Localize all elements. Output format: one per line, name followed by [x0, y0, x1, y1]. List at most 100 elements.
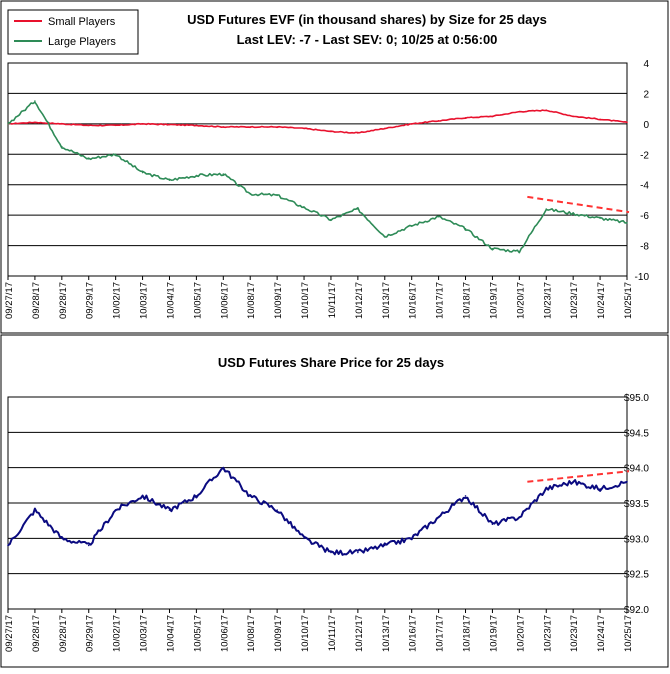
bottom-x-tick-label: 10/23/17: [569, 615, 580, 652]
bottom-x-tick-label: 10/09/17: [273, 615, 284, 652]
top-x-tick-label: 10/10/17: [300, 282, 311, 319]
bottom-x-tick-label: 10/11/17: [327, 615, 338, 651]
legend-label-small-players: Small Players: [48, 16, 116, 28]
top-data-point: [599, 118, 601, 121]
bottom-y-tick-label: $95.0: [624, 393, 649, 404]
bottom-x-tick-label: 10/12/17: [354, 615, 365, 652]
bottom-x-tick-label: 10/03/17: [139, 615, 150, 652]
top-chart-title-line1: USD Futures EVF (in thousand shares) by …: [187, 12, 547, 27]
top-data-point: [330, 218, 332, 221]
top-x-tick-label: 10/03/17: [139, 282, 150, 319]
top-data-point: [437, 215, 440, 218]
top-x-tick-label: 10/23/17: [569, 282, 580, 319]
bottom-x-tick-label: 09/28/17: [58, 615, 69, 652]
top-data-point: [464, 116, 467, 119]
bottom-data-point: [61, 537, 63, 540]
top-y-tick-label: -10: [635, 272, 650, 283]
bottom-data-point: [330, 551, 332, 554]
bottom-y-tick-label: $92.0: [624, 605, 649, 616]
bottom-x-tick-label: 10/08/17: [246, 615, 257, 652]
top-chart-legend: Small Players Large Players: [7, 9, 139, 55]
top-y-tick-label: -2: [640, 150, 649, 161]
top-data-point: [276, 194, 278, 197]
top-data-point: [34, 100, 36, 102]
top-y-tick-label: 2: [643, 89, 649, 100]
bottom-x-tick-label: 10/19/17: [488, 615, 499, 652]
top-x-tick-label: 10/11/17: [327, 282, 338, 318]
top-data-point: [195, 174, 198, 177]
top-y-tick-label: 4: [643, 59, 649, 70]
bottom-data-point: [518, 516, 521, 518]
bottom-data-point: [276, 509, 278, 511]
top-data-point: [303, 127, 305, 130]
top-y-tick-label: -8: [640, 242, 649, 253]
bottom-x-tick-label: 09/29/17: [85, 615, 96, 652]
bottom-y-tick-label: $94.5: [624, 428, 649, 439]
bottom-data-point: [626, 481, 628, 483]
bottom-chart-title: USD Futures Share Price for 25 days: [218, 355, 444, 370]
top-data-point: [518, 110, 521, 113]
top-data-point: [491, 247, 494, 250]
bottom-y-tick-label: $94.0: [624, 464, 649, 475]
top-y-tick-label: -6: [640, 211, 649, 222]
bottom-data-point: [545, 488, 548, 490]
top-x-tick-label: 10/18/17: [462, 282, 473, 319]
bottom-data-point: [464, 495, 467, 497]
top-data-point: [87, 124, 90, 127]
bottom-x-tick-label: 10/23/17: [542, 615, 553, 652]
bottom-x-tick-label: 10/24/17: [596, 615, 607, 652]
top-data-point: [222, 126, 225, 128]
bottom-y-tick-label: $92.5: [624, 570, 649, 581]
top-data-point: [599, 217, 601, 219]
top-data-point: [303, 206, 305, 209]
top-data-point: [141, 123, 144, 125]
bottom-x-tick-label: 10/06/17: [219, 615, 230, 652]
legend-label-large-players: Large Players: [48, 36, 116, 48]
bottom-data-point: [303, 537, 305, 540]
top-x-tick-label: 10/12/17: [354, 282, 365, 319]
legend-box: [7, 9, 139, 55]
top-plot-area: 4 2 0 -2 -4 -6 -8 -10 09/27/17 09/28/17 09/28/17 09…: [4, 59, 649, 319]
bottom-y-tick-label: $93.5: [624, 499, 649, 510]
top-data-point: [410, 224, 413, 227]
bottom-trend-line: [527, 470, 630, 483]
top-chart-frame: [0, 0, 669, 334]
top-data-point: [383, 235, 386, 238]
top-data-point: [168, 123, 171, 126]
top-data-point: [141, 171, 144, 174]
bottom-data-point: [7, 544, 9, 547]
top-x-tick-label: 09/28/17: [31, 282, 42, 319]
top-data-point: [545, 109, 548, 111]
top-x-tick-label: 10/02/17: [112, 282, 123, 319]
top-data-point: [249, 126, 252, 128]
top-series-line-small-players: [7, 109, 628, 134]
top-x-tick-label: 10/17/17: [435, 282, 446, 319]
top-data-point: [626, 221, 628, 224]
top-x-tick-label: 10/25/17: [623, 282, 634, 319]
top-data-point: [437, 120, 440, 122]
bottom-x-tick-label: 10/17/17: [435, 615, 446, 652]
top-y-tick-label: 0: [643, 120, 649, 131]
top-x-tick-label: 10/13/17: [381, 282, 392, 319]
top-x-tick-label: 09/28/17: [58, 282, 69, 319]
top-x-tick-label: 10/09/17: [273, 282, 284, 319]
top-x-tick-label: 10/24/17: [596, 282, 607, 319]
top-data-point: [276, 126, 278, 128]
top-x-tick-label: 10/16/17: [408, 282, 419, 319]
bottom-x-tick-label: 10/18/17: [462, 615, 473, 652]
bottom-y-tick-label: $93.0: [624, 534, 649, 545]
top-y-tick-label: -4: [640, 181, 649, 192]
top-data-point: [222, 173, 225, 175]
bottom-data-point: [383, 544, 386, 547]
bottom-x-tick-label: 09/28/17: [31, 615, 42, 652]
top-data-point: [195, 124, 198, 127]
top-trend-line: [527, 195, 630, 214]
bottom-data-point: [437, 516, 440, 518]
top-x-tick-label: 10/20/17: [515, 282, 526, 319]
bottom-data-point: [222, 466, 225, 469]
bottom-data-point: [491, 523, 494, 525]
bottom-data-point: [410, 537, 413, 540]
top-plot-frame: [7, 62, 628, 277]
top-series-line-large-players: [7, 101, 628, 254]
bottom-x-tick-label: 10/20/17: [515, 615, 526, 652]
